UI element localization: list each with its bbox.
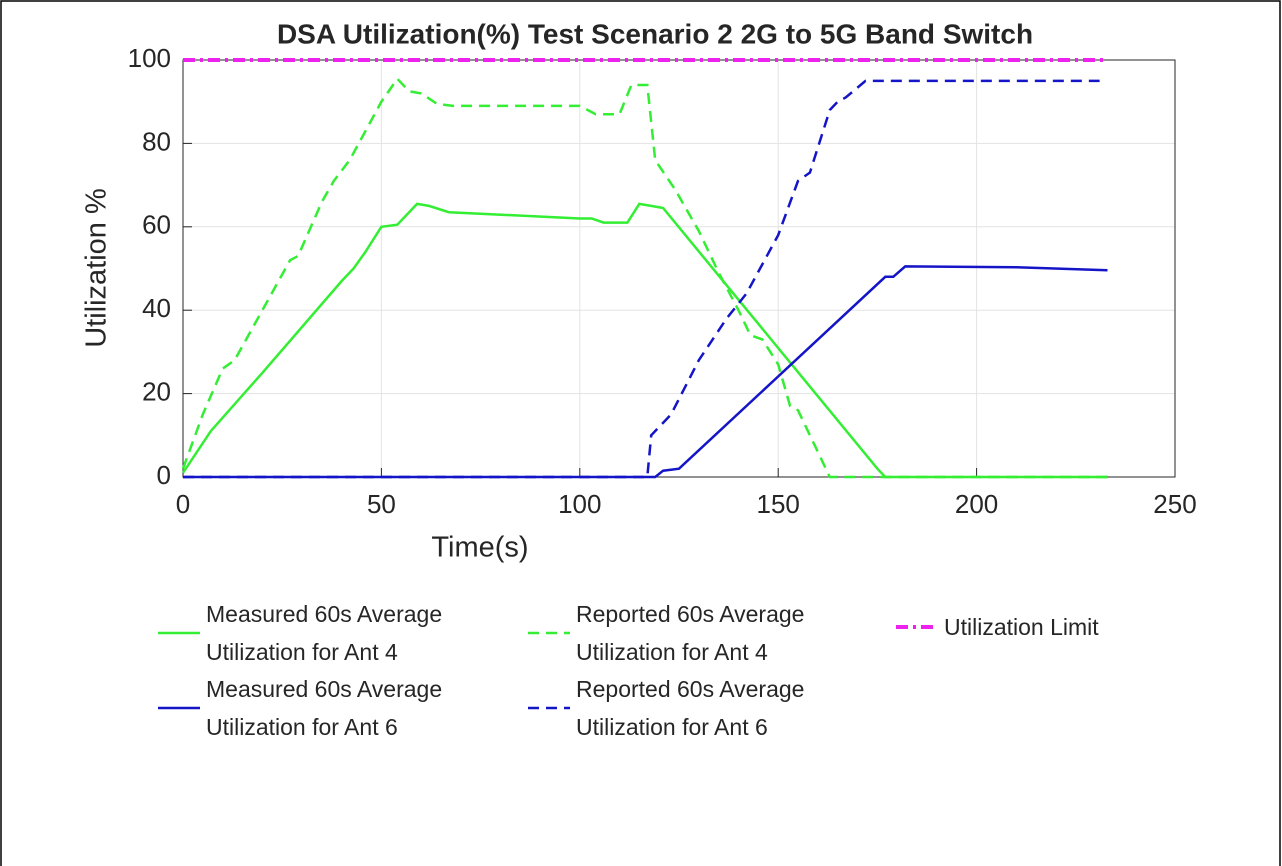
y-tick-label: 40 — [142, 293, 171, 323]
data-line — [183, 265, 1108, 479]
x-axis-label: Time(s) — [431, 532, 528, 564]
y-tick-label: 80 — [142, 126, 171, 156]
legend-entry: Utilization Limit — [894, 608, 1254, 646]
x-tick-label: 150 — [757, 489, 800, 519]
legend-label: Utilization Limit — [944, 614, 1099, 640]
legend-label: Reported 60s Average Utilization for Ant… — [576, 601, 805, 665]
legend-entry: Reported 60s Average Utilization for Ant… — [526, 595, 886, 671]
x-tick-label: 250 — [1153, 489, 1196, 519]
legend-entry: Measured 60s Average Utilization for Ant… — [156, 670, 516, 746]
x-tick-label: 0 — [176, 489, 190, 519]
legend-label: Reported 60s Average Utilization for Ant… — [576, 676, 805, 740]
plot-frame — [182, 59, 1176, 478]
legend-label: Measured 60s Average Utilization for Ant… — [206, 601, 443, 665]
legend-swatch — [158, 631, 200, 635]
data-line — [181, 76, 1108, 479]
legend-entry: Reported 60s Average Utilization for Ant… — [526, 670, 886, 746]
legend-swatch — [528, 706, 570, 710]
x-tick-label: 100 — [558, 489, 601, 519]
y-axis-label: Utilization % — [81, 188, 113, 348]
y-tick-label: 60 — [142, 210, 171, 240]
y-tick-label: 20 — [142, 376, 171, 406]
legend-swatch — [528, 631, 570, 635]
legend-label: Measured 60s Average Utilization for Ant… — [206, 676, 443, 740]
legend-entry: Measured 60s Average Utilization for Ant… — [156, 595, 516, 671]
data-line — [181, 202, 1108, 479]
legend-swatch — [158, 706, 200, 710]
data-line — [183, 79, 1100, 479]
y-tick-label: 100 — [128, 43, 171, 73]
legend-swatch — [896, 625, 938, 629]
y-tick-label: 0 — [157, 460, 171, 490]
chart-title: DSA Utilization(%) Test Scenario 2 2G to… — [277, 18, 1033, 49]
x-tick-label: 200 — [955, 489, 998, 519]
x-tick-label: 50 — [367, 489, 396, 519]
